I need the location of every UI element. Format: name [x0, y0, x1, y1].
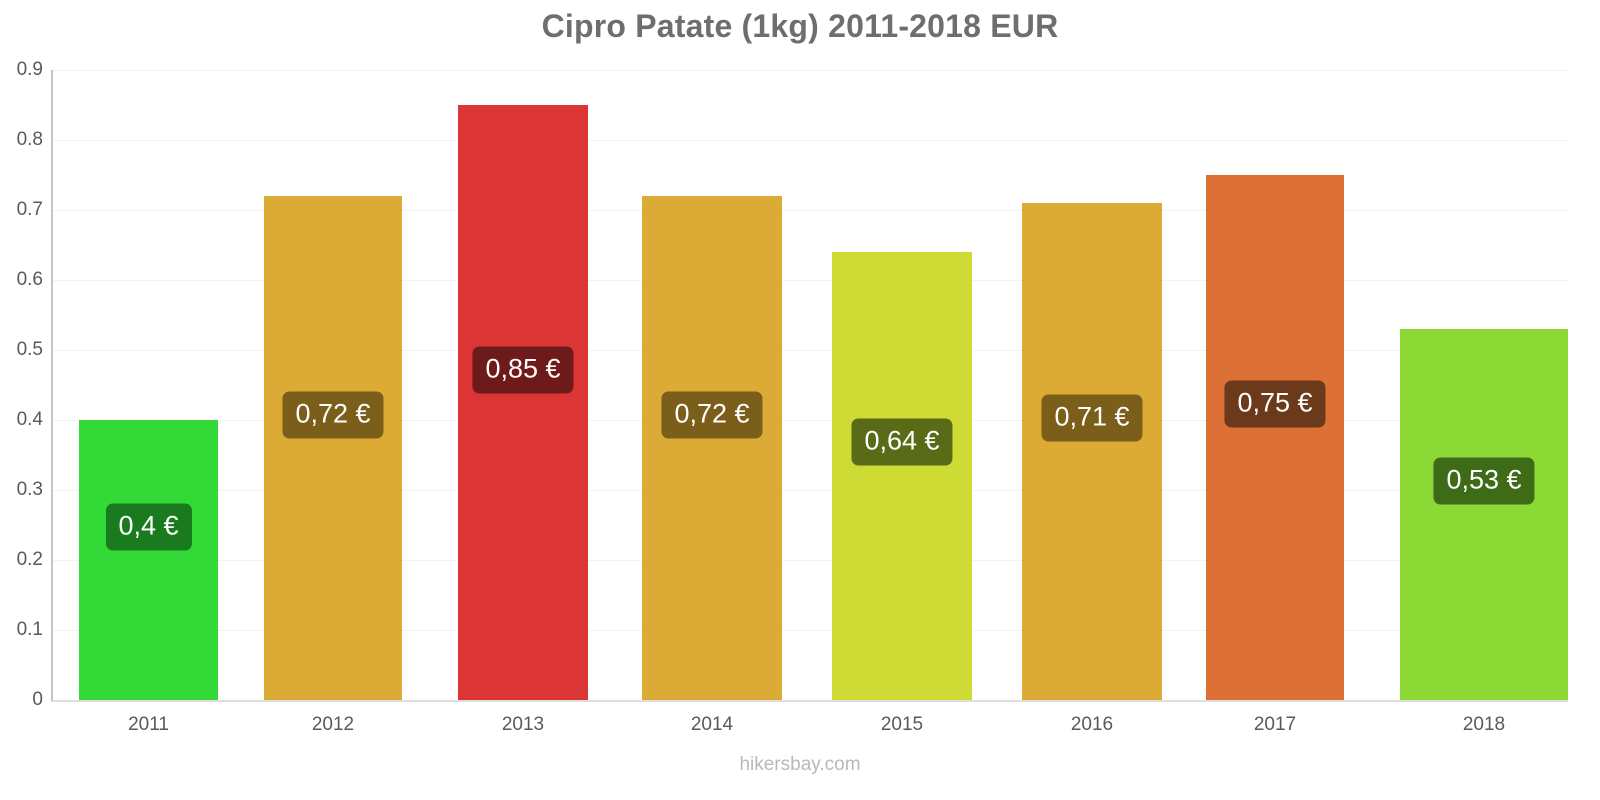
- bar-2018[interactable]: [1400, 329, 1568, 700]
- x-axis-line: [51, 700, 1568, 702]
- y-axis-line: [51, 70, 53, 701]
- y-axis-tick-0.3: 0.3: [16, 479, 43, 500]
- y-axis-tick-0.5: 0.5: [16, 339, 43, 360]
- bar-value-label-2016: 0,71 €: [1041, 394, 1143, 442]
- gridline-0.7: [51, 210, 1568, 211]
- bar-2017[interactable]: [1206, 175, 1344, 700]
- bar-value-label-2012: 0,72 €: [282, 391, 384, 439]
- bar-2011[interactable]: [79, 420, 218, 700]
- y-axis-tick-0: 0: [32, 689, 43, 710]
- gridline-0.3: [51, 490, 1568, 491]
- gridline-0.2: [51, 560, 1568, 561]
- bar-2015[interactable]: [832, 252, 972, 700]
- x-axis-tick-2016: 2016: [1070, 714, 1114, 735]
- x-axis-tick-2017: 2017: [1253, 714, 1297, 735]
- y-axis-tick-0.2: 0.2: [16, 549, 43, 570]
- x-axis-tick-2013: 2013: [501, 714, 545, 735]
- bar-value-label-2011: 0,4 €: [105, 503, 192, 551]
- y-axis-tick-0.7: 0.7: [16, 199, 43, 220]
- x-axis-tick-2011: 2011: [128, 714, 169, 735]
- gridline-0.6: [51, 280, 1568, 281]
- footer-credit: hikersbay.com: [739, 754, 861, 775]
- bar-value-label-2014: 0,72 €: [661, 391, 763, 439]
- gridline-0.5: [51, 350, 1568, 351]
- y-axis-tick-0.9: 0.9: [16, 59, 43, 80]
- y-axis-tick-0.1: 0.1: [16, 619, 43, 640]
- gridline-0.4: [51, 420, 1568, 421]
- bar-2016[interactable]: [1022, 203, 1162, 700]
- x-axis-tick-2015: 2015: [880, 714, 924, 735]
- bar-value-label-2018: 0,53 €: [1433, 457, 1535, 505]
- x-axis-tick-2012: 2012: [311, 714, 355, 735]
- y-axis-tick-0.8: 0.8: [16, 129, 43, 150]
- gridline-0.8: [51, 140, 1568, 141]
- bar-2014[interactable]: [642, 196, 782, 700]
- x-axis-tick-2014: 2014: [690, 714, 734, 735]
- chart-title: Cipro Patate (1kg) 2011-2018 EUR: [541, 8, 1059, 44]
- bar-value-label-2017: 0,75 €: [1224, 380, 1326, 428]
- gridline-0.1: [51, 630, 1568, 631]
- y-axis-tick-0.4: 0.4: [16, 409, 43, 430]
- bar-value-label-2015: 0,64 €: [851, 418, 953, 466]
- bar-2012[interactable]: [264, 196, 402, 700]
- gridline-0.9: [51, 70, 1568, 71]
- x-axis-tick-2018: 2018: [1462, 714, 1506, 735]
- bar-value-label-2013: 0,85 €: [472, 346, 574, 394]
- y-axis-tick-0.6: 0.6: [16, 269, 43, 290]
- bar-2013[interactable]: [458, 105, 588, 700]
